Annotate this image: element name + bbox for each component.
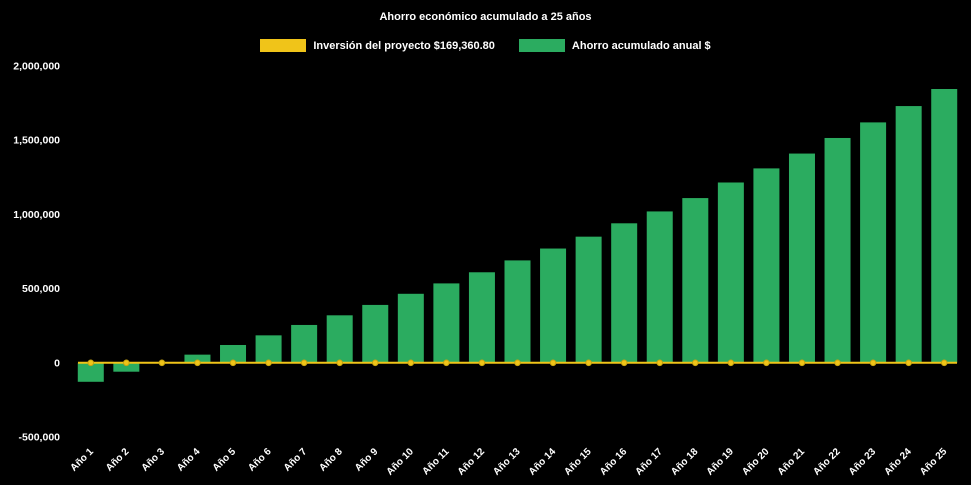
x-tick-label: Año 3 (140, 446, 168, 474)
bar (931, 89, 958, 363)
x-tick-label: Año 20 (740, 446, 772, 478)
x-tick-label: Año 6 (246, 446, 274, 474)
bar (611, 223, 638, 363)
bar (682, 198, 709, 363)
legend-swatch-investment (260, 39, 307, 52)
legend-item-savings: Ahorro acumulado anual $ (518, 39, 711, 52)
bar (717, 182, 744, 363)
bar (504, 260, 531, 363)
x-tick-label: Año 24 (882, 446, 914, 478)
bar (362, 304, 389, 363)
y-tick-label: 1,500,000 (13, 135, 60, 147)
y-tick-label: 2,000,000 (13, 61, 60, 73)
x-tick-label: Año 1 (68, 446, 96, 474)
investment-line-marker (656, 359, 664, 367)
investment-line-marker (549, 359, 557, 367)
y-tick-label: -500,000 (19, 432, 61, 444)
investment-line-marker (443, 359, 450, 367)
investment-line-marker (798, 359, 806, 367)
chart-legend: Inversión del proyecto $169,360.80 Ahorr… (0, 39, 971, 52)
bar (291, 324, 318, 363)
investment-line-marker (514, 359, 521, 367)
bar (468, 272, 495, 363)
x-tick-label: Año 17 (634, 446, 666, 478)
bar (788, 153, 815, 363)
bar (433, 283, 460, 363)
investment-line-marker (692, 359, 699, 367)
investment-line-marker (620, 359, 628, 367)
x-tick-label: Año 23 (847, 446, 879, 478)
chart-title: Ahorro económico acumulado a 25 años (379, 11, 592, 23)
bar (860, 122, 887, 363)
investment-line-marker (727, 359, 735, 367)
legend-label-savings: Ahorro acumulado anual $ (571, 39, 711, 52)
x-tick-label: Año 21 (776, 446, 808, 478)
legend-item-investment: Inversión del proyecto $169,360.80 (260, 39, 495, 52)
y-tick-label: 1,000,000 (13, 209, 60, 221)
bar (540, 248, 567, 363)
bar (575, 236, 602, 363)
x-tick-label: Año 25 (918, 446, 950, 478)
investment-line-marker (905, 359, 912, 367)
bar (895, 106, 922, 363)
investment-line-marker (87, 359, 95, 367)
bar (255, 335, 282, 363)
x-tick-label: Año 12 (456, 446, 488, 478)
investment-line-marker (940, 359, 948, 367)
x-tick-label: Año 19 (705, 446, 737, 478)
investment-line-marker (194, 359, 201, 367)
bar (824, 137, 851, 363)
investment-line-marker (834, 359, 841, 367)
investment-line-marker (371, 359, 379, 367)
x-tick-label: Año 15 (562, 446, 594, 478)
investment-line-marker (869, 359, 877, 367)
investment-line-marker (265, 359, 272, 367)
x-tick-label: Año 18 (669, 446, 701, 478)
bar (397, 293, 424, 363)
investment-line-marker (336, 359, 344, 367)
x-tick-label: Año 13 (491, 446, 523, 478)
x-tick-label: Año 14 (527, 446, 559, 478)
x-tick-label: Año 11 (421, 446, 452, 477)
x-tick-label: Año 5 (211, 446, 239, 474)
bar (326, 315, 353, 363)
investment-line-marker (158, 359, 166, 367)
investment-line-marker (300, 359, 308, 367)
investment-line-marker (478, 359, 486, 367)
investment-line-marker (585, 359, 592, 367)
bar (184, 354, 211, 363)
bar (113, 362, 140, 372)
investment-line-marker (407, 359, 415, 367)
y-tick-label: 500,000 (22, 283, 60, 295)
investment-line-marker (123, 359, 130, 367)
investment-line-marker (763, 359, 770, 367)
x-tick-label: Año 7 (282, 446, 310, 474)
bar (753, 168, 780, 363)
x-tick-label: Año 10 (385, 446, 417, 478)
x-tick-label: Año 4 (175, 446, 203, 474)
legend-label-investment: Inversión del proyecto $169,360.80 (313, 39, 495, 52)
x-tick-label: Año 8 (317, 446, 345, 474)
x-tick-label: Año 2 (104, 446, 132, 474)
x-tick-label: Año 22 (811, 446, 843, 478)
legend-swatch-savings (518, 39, 565, 52)
bar (77, 362, 104, 382)
bar (220, 344, 247, 363)
y-tick-label: 0 (54, 357, 60, 369)
x-tick-label: Año 16 (598, 446, 630, 478)
bar (646, 211, 673, 363)
investment-line-marker (229, 359, 237, 367)
x-tick-label: Año 9 (353, 446, 381, 474)
